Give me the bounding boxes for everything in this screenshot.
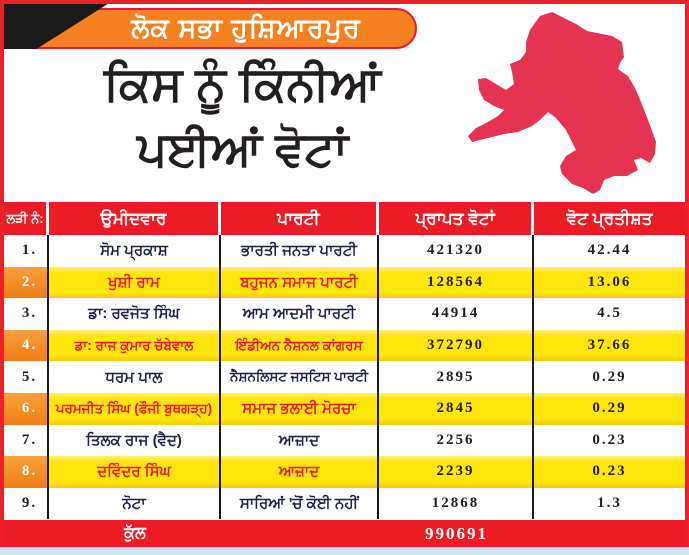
table-row: 1. ਸੋਮ ਪ੍ਰਕਾਸ਼ ਭਾਰਤੀ ਜਨਤਾ ਪਾਰਟੀ 421320 4… [4, 235, 685, 267]
table-row: 9. ਨੋਟਾ ਸਾਰਿਆਂ 'ਚੋਂ ਕੋਈ ਨਹੀਂ 12868 1.3 [4, 487, 685, 520]
votes-cell: 128564 [379, 266, 534, 299]
candidate-cell: ਤਿਲਕ ਰਾਜ (ਵੈਦ) [49, 424, 221, 457]
total-row: ਕੁੱਲ 990691 [4, 520, 685, 548]
votes-cell: 2845 [379, 392, 534, 425]
serial-cell: 8. [4, 456, 49, 488]
party-cell: ਆਮ ਆਦਮੀ ਪਾਰਟੀ [221, 298, 379, 330]
table-row: 5. ਧਰਮ ਪਾਲ ਨੈਸ਼ਨਲਿਸਟ ਜਸਟਿਸ ਪਾਰਟੀ 2895 0.… [4, 361, 685, 393]
votes-cell: 421320 [379, 235, 534, 267]
table-row: 6. ਪਰਮਜੀਤ ਸਿੰਘ (ਫੌਜੀ ਬੁਥਗੜ੍ਹ) ਸਮਾਜ ਭਲਾਈ … [4, 392, 685, 425]
serial-cell: 7. [4, 424, 49, 457]
page-title-line2: ਪਈਆਂ ਵੋਟਾਂ [136, 121, 349, 175]
page-title-line1: ਕਿਸ ਨੂੰ ਕਿੰਨੀਆਂ [103, 57, 382, 110]
bottom-blue-strip [0, 547, 689, 555]
header-party: ਪਾਰਟੀ [221, 202, 376, 235]
percent-cell: 13.06 [534, 266, 685, 299]
header-percent: ਵੋਟ ਪ੍ਰਤੀਸ਼ਤ [534, 202, 685, 235]
percent-cell: 37.66 [534, 329, 685, 362]
votes-cell: 2239 [379, 456, 534, 488]
total-votes-value: 990691 [425, 523, 488, 543]
serial-cell: 3. [4, 298, 49, 330]
header-votes: ਪ੍ਰਾਪਤ ਵੋਟਾਂ [379, 202, 531, 235]
percent-cell: 0.23 [534, 456, 685, 488]
percent-cell: 0.23 [534, 424, 685, 457]
candidate-cell: ਡਾ: ਰਾਜ ਕੁਮਾਰ ਚੱਬੇਵਾਲ [49, 329, 221, 362]
constituency-map [468, 12, 656, 194]
party-cell: ਸਾਰਿਆਂ 'ਚੋਂ ਕੋਈ ਨਹੀਂ [221, 487, 379, 520]
candidate-cell: ਸੋਮ ਪ੍ਰਕਾਸ਼ [49, 235, 221, 267]
table-body: 1. ਸੋਮ ਪ੍ਰਕਾਸ਼ ਭਾਰਤੀ ਜਨਤਾ ਪਾਰਟੀ 421320 4… [4, 235, 685, 520]
percent-cell: 0.29 [534, 392, 685, 425]
total-label: ਕੁੱਲ [124, 524, 146, 542]
candidate-cell: ਖੁਸ਼ੀ ਰਾਮ [49, 266, 221, 299]
table-row: 3. ਡਾ: ਰਵਜੋਤ ਸਿੰਘ ਆਮ ਆਦਮੀ ਪਾਰਟੀ 44914 4.… [4, 298, 685, 330]
serial-cell: 6. [4, 392, 49, 425]
party-cell: ਨੈਸ਼ਨਲਿਸਟ ਜਸਟਿਸ ਪਾਰਟੀ [221, 361, 379, 393]
candidate-cell: ਡਾ: ਰਵਜੋਤ ਸਿੰਘ [49, 298, 221, 330]
serial-cell: 9. [4, 487, 49, 520]
candidate-cell: ਧਰਮ ਪਾਲ [49, 361, 221, 393]
party-cell: ਆਜ਼ਾਦ [221, 456, 379, 488]
table-header-row: ਲੜੀ ਨੰ: ਉਮੀਦਵਾਰ ਪਾਰਟੀ ਪ੍ਰਾਪਤ ਵੋਟਾਂ ਵੋਟ ਪ… [4, 202, 685, 235]
votes-cell: 2895 [379, 361, 534, 393]
serial-cell: 4. [4, 329, 49, 362]
party-cell: ਆਜ਼ਾਦ [221, 424, 379, 457]
table-row: 8. ਦਵਿੰਦਰ ਸਿੰਘ ਆਜ਼ਾਦ 2239 0.23 [4, 456, 685, 488]
party-cell: ਸਮਾਜ ਭਲਾਈ ਮੋਰਚਾ [221, 392, 379, 425]
party-cell: ਬਹੁਜਨ ਸਮਾਜ ਪਾਰਟੀ [221, 266, 379, 299]
candidate-cell: ਪਰਮਜੀਤ ਸਿੰਘ (ਫੌਜੀ ਬੁਥਗੜ੍ਹ) [49, 392, 221, 425]
header-candidate: ਉਮੀਦਵਾਰ [49, 202, 218, 235]
percent-cell: 42.44 [534, 235, 685, 267]
party-cell: ਭਾਰਤੀ ਜਨਤਾ ਪਾਰਟੀ [221, 235, 379, 267]
results-table: ਲੜੀ ਨੰ: ਉਮੀਦਵਾਰ ਪਾਰਟੀ ਪ੍ਰਾਪਤ ਵੋਟਾਂ ਵੋਟ ਪ… [4, 202, 685, 548]
candidate-cell: ਦਵਿੰਦਰ ਸਿੰਘ [49, 456, 221, 488]
serial-cell: 1. [4, 235, 49, 267]
votes-cell: 44914 [379, 298, 534, 330]
votes-cell: 2256 [379, 424, 534, 457]
serial-cell: 2. [4, 266, 49, 299]
constituency-banner-title: ਲੋਕ ਸਭਾ ਹੁਸ਼ਿਆਰਪੁਰ [131, 12, 361, 43]
votes-cell: 372790 [379, 329, 534, 362]
votes-cell: 12868 [379, 487, 534, 520]
party-cell: ਇੰਡੀਅਨ ਨੈਸ਼ਨਲ ਕਾਂਗਰਸ [221, 329, 379, 362]
page-title: ਕਿਸ ਨੂੰ ਕਿੰਨੀਆਂ ਪਈਆਂ ਵੋਟਾਂ [30, 52, 455, 182]
table-row: 4. ਡਾ: ਰਾਜ ਕੁਮਾਰ ਚੱਬੇਵਾਲ ਇੰਡੀਅਨ ਨੈਸ਼ਨਲ ਕ… [4, 329, 685, 362]
table-row: 2. ਖੁਸ਼ੀ ਰਾਮ ਬਹੁਜਨ ਸਮਾਜ ਪਾਰਟੀ 128564 13.… [4, 266, 685, 299]
percent-cell: 1.3 [534, 487, 685, 520]
percent-cell: 0.29 [534, 361, 685, 393]
serial-cell: 5. [4, 361, 49, 393]
candidate-cell: ਨੋਟਾ [49, 487, 221, 520]
percent-cell: 4.5 [534, 298, 685, 330]
table-row: 7. ਤਿਲਕ ਰਾਜ (ਵੈਦ) ਆਜ਼ਾਦ 2256 0.23 [4, 424, 685, 457]
header-serial: ਲੜੀ ਨੰ: [4, 202, 46, 235]
